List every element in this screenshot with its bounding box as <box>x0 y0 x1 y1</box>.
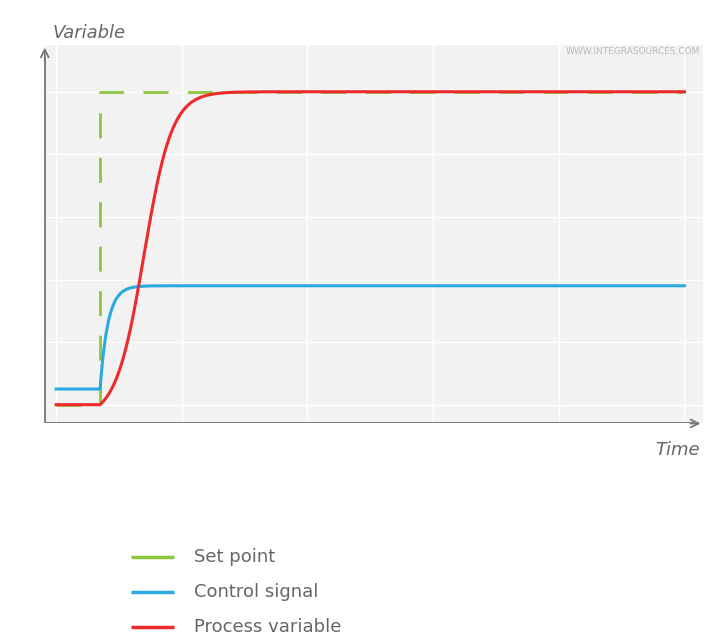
Text: Variable: Variable <box>52 24 125 42</box>
Text: Control signal: Control signal <box>194 583 319 601</box>
Text: Process variable: Process variable <box>194 618 341 636</box>
Text: WWW.INTEGRASOURCES.COM: WWW.INTEGRASOURCES.COM <box>566 47 700 56</box>
Text: Set point: Set point <box>194 548 276 566</box>
Text: Time: Time <box>655 441 700 459</box>
